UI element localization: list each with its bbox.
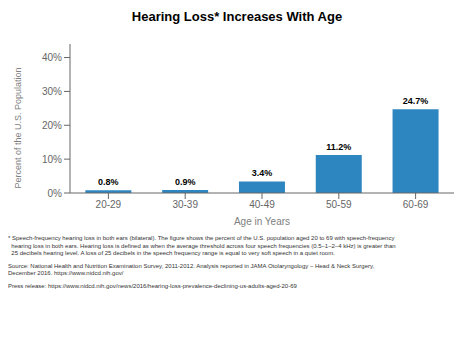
html-text:25 decibels hearing level. A l: 25 decibels hearing level. A loss of 25 … xyxy=(8,250,335,256)
svg-text:60-69: 60-69 xyxy=(403,199,429,210)
svg-text:20%: 20% xyxy=(42,120,62,131)
svg-text:0.8%: 0.8% xyxy=(98,177,119,187)
svg-text:0.9%: 0.9% xyxy=(175,177,196,187)
svg-text:20-29: 20-29 xyxy=(96,199,122,210)
html-text:Source: National Health and Nu: Source: National Health and Nutrition Ex… xyxy=(8,262,375,269)
svg-text:50-59: 50-59 xyxy=(326,199,352,210)
svg-text:0%: 0% xyxy=(48,188,63,199)
html-text:Hearing Loss* Increases With A: Hearing Loss* Increases With Age xyxy=(131,9,343,24)
svg-text:Percent of the U.S. Population: Percent of the U.S. Population xyxy=(13,67,23,188)
svg-text:30%: 30% xyxy=(42,86,62,97)
svg-text:40%: 40% xyxy=(42,52,62,63)
svg-text:10%: 10% xyxy=(42,154,62,165)
svg-text:40-49: 40-49 xyxy=(249,199,275,210)
svg-text:30-39: 30-39 xyxy=(172,199,198,210)
html-text:December 2016. https://www.nid: December 2016. https://www.nidcd.nih.gov… xyxy=(8,270,124,276)
html-text:hearing loss in both ears. Hea: hearing loss in both ears. Hearing loss … xyxy=(8,242,396,249)
svg-text:24.7%: 24.7% xyxy=(403,96,429,106)
html-text:* Speech-frequency hearing los: * Speech-frequency hearing loss in both … xyxy=(8,235,395,241)
svg-text:3.4%: 3.4% xyxy=(252,168,273,178)
svg-text:Age in Years: Age in Years xyxy=(234,216,290,227)
svg-text:11.2%: 11.2% xyxy=(326,142,351,152)
html-text:Press release: https://www.nid: Press release: https://www.nidcd.nih.gov… xyxy=(8,282,297,289)
